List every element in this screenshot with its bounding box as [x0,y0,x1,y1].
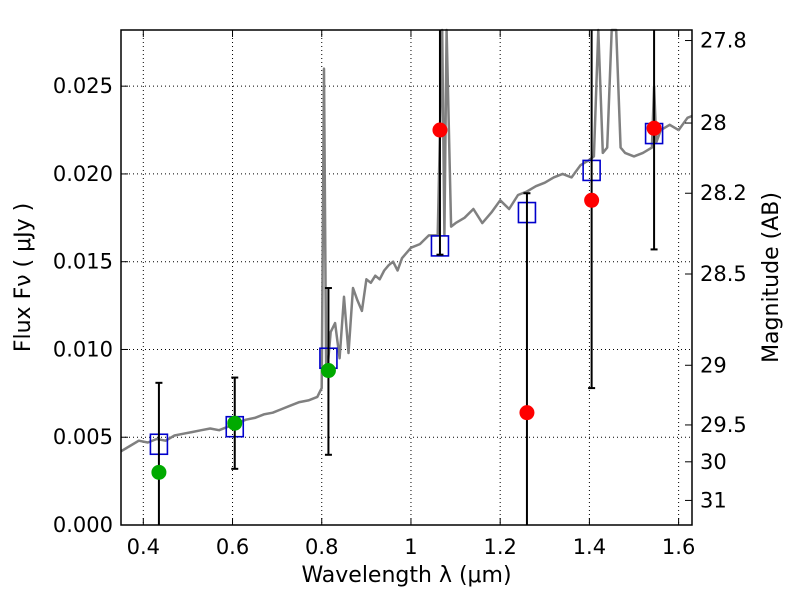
data-point [584,192,600,208]
data-point [646,120,662,136]
x-tick-label: 1.4 [573,535,606,559]
y-tick-label: 0.010 [53,337,113,361]
y2-tick-label: 28.2 [700,181,747,205]
y2-tick-label: 29 [700,353,727,377]
data-point [432,122,448,138]
data-point [320,363,336,379]
y2-tick-label: 28 [700,111,727,135]
y2-tick-label: 29.5 [700,413,747,437]
y-axis-label: Flux Fν ( μJy ) [11,203,36,352]
y2-tick-label: 28.5 [700,262,747,286]
data-point [519,405,535,421]
x-tick-label: 0.8 [305,535,338,559]
x-tick-label: 0.6 [216,535,249,559]
y2-tick-label: 30 [700,450,727,474]
data-point [227,415,243,431]
data-point [151,464,167,480]
series-layer [120,28,693,525]
y-tick-label: 0.020 [53,162,113,186]
x-tick-label: 1 [404,535,417,559]
spectrum-line [120,28,693,453]
x-tick-label: 0.4 [127,535,160,559]
plot-frame [120,29,693,526]
x-axis-label: Wavelength λ (μm) [301,563,511,588]
y-tick-label: 0.005 [53,425,113,449]
y-tick-label: 0.025 [53,74,113,98]
x-tick-label: 1.6 [662,535,695,559]
y2-tick-label: 27.8 [700,29,747,53]
y-tick-label: 0.015 [53,250,113,274]
x-tick-label: 1.2 [483,535,516,559]
y2-tick-label: 31 [700,488,727,512]
grid [121,30,692,526]
ticks: 0.4 0.6 0.8 1 1.2 1.4 1.6 0.000 0.005 0.010 0.015 0… [53,29,747,559]
y-tick-label: 0.000 [53,513,113,537]
y2-axis-label: Magnitude (AB) [759,192,784,363]
